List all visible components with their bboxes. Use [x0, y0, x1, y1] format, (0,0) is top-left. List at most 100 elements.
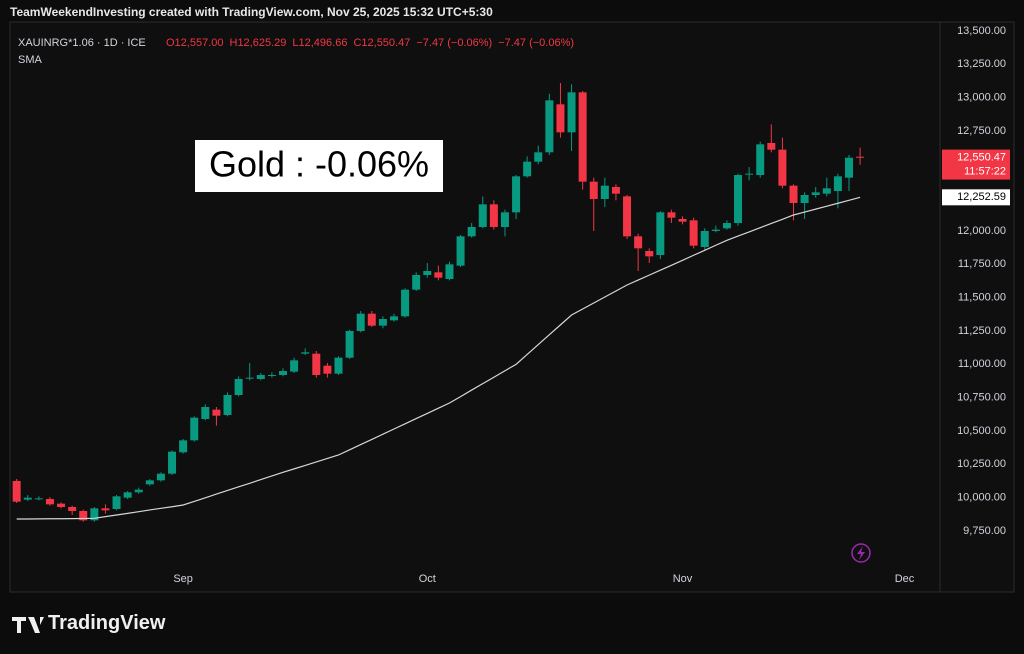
legend-value: C12,550.47	[353, 37, 410, 49]
candle-body	[134, 489, 143, 493]
y-tick-label: 11,500.00	[958, 292, 1006, 304]
legend-value: L12,496.66	[292, 37, 347, 49]
candle-body	[456, 236, 465, 266]
candle-body	[611, 187, 620, 194]
candle-body	[789, 185, 798, 203]
candle-body	[578, 92, 587, 182]
y-tick-label: 11,250.00	[958, 325, 1006, 337]
candle-body	[90, 508, 99, 521]
legend-indicator: SMA	[18, 54, 43, 66]
candle-body	[467, 227, 476, 237]
legend-value: −7.47 (−0.06%)	[416, 37, 492, 49]
annotation: Gold : -0.06%	[209, 144, 429, 185]
candle-body	[23, 497, 32, 500]
candle-body	[822, 188, 831, 194]
candle-body	[389, 316, 398, 321]
alert-icon-bolt	[857, 546, 865, 560]
countdown: 11:57:22	[964, 166, 1006, 178]
candle-body	[34, 498, 43, 500]
y-tick-label: 11,000.00	[958, 358, 1006, 370]
candle-body	[734, 175, 743, 223]
legend-value: H12,625.29	[230, 37, 287, 49]
annotation-box	[195, 140, 443, 192]
candle-body	[489, 204, 498, 227]
candle-body	[112, 496, 121, 509]
footer-brand: TradingView	[48, 612, 166, 634]
candle-body	[656, 212, 665, 255]
candle-body	[123, 492, 132, 498]
candle-body	[745, 173, 754, 175]
candle-body	[401, 289, 410, 317]
candle-body	[700, 231, 709, 247]
candle-body	[356, 313, 365, 331]
candle-body	[12, 481, 21, 502]
candle-body	[800, 195, 809, 203]
candle-body	[534, 152, 543, 162]
candle-body	[567, 92, 576, 133]
alert-icon[interactable]	[851, 543, 871, 563]
x-tick-label: Nov	[673, 573, 693, 585]
candle-body	[689, 220, 698, 246]
candle-body	[45, 499, 54, 505]
last-price-box	[942, 149, 1010, 180]
candle-body	[190, 417, 199, 441]
legend-value: O12,557.00	[166, 37, 224, 49]
candle-body	[290, 360, 299, 372]
candle-body	[234, 379, 243, 395]
candle-body	[334, 357, 343, 374]
candle-body	[722, 223, 731, 229]
candle-body	[856, 156, 865, 158]
y-tick-label: 13,250.00	[957, 58, 1006, 70]
candle-body	[367, 313, 376, 326]
candle-body	[168, 451, 177, 474]
candle-body	[101, 508, 110, 511]
candle-body	[423, 271, 432, 275]
sma-line	[16, 196, 861, 520]
candle-body	[68, 507, 77, 511]
legend-symbol: XAUINRG*1.06 · 1D · ICE	[18, 37, 146, 49]
y-tick-label: 10,750.00	[957, 392, 1006, 404]
candle-body	[345, 331, 354, 358]
candle-body	[156, 473, 165, 481]
candle-body	[412, 275, 421, 290]
y-tick-label: 9,750.00	[963, 525, 1006, 537]
y-tick-label: 10,000.00	[957, 492, 1006, 504]
candle-body	[445, 264, 454, 279]
y-tick-label: 10,500.00	[957, 425, 1006, 437]
x-tick-label: Sep	[173, 573, 193, 585]
candle-body	[667, 212, 676, 218]
legend-value: −7.47 (−0.06%)	[498, 37, 574, 49]
candle-body	[478, 204, 487, 227]
candle-body	[512, 176, 521, 213]
candle-body	[623, 196, 632, 237]
candle-body	[545, 100, 554, 153]
sma-last-label: 12,252.59	[957, 191, 1006, 203]
last-price-label: 12,550.47	[957, 152, 1006, 164]
candle-body	[711, 229, 720, 231]
header: TeamWeekendInvesting created with Tradin…	[10, 5, 493, 19]
candle-body	[634, 236, 643, 249]
x-tick-label: Oct	[419, 573, 436, 585]
candle-body	[778, 149, 787, 186]
candle-body	[500, 212, 509, 227]
sma-last-box	[942, 189, 1010, 206]
candle-body	[323, 365, 332, 374]
candle-body	[600, 185, 609, 199]
candle-body	[79, 511, 88, 521]
candle-body	[301, 352, 310, 354]
candle-body	[57, 503, 66, 507]
y-tick-label: 13,000.00	[957, 92, 1006, 104]
candle-body	[767, 143, 776, 150]
y-tick-label: 11,750.00	[958, 258, 1006, 270]
candle-body	[678, 219, 687, 222]
candle-body	[267, 375, 276, 376]
candle-body	[223, 395, 232, 415]
candle-body	[645, 251, 654, 257]
candle-body	[212, 409, 221, 416]
candle-body	[245, 377, 254, 379]
x-tick-label: Dec	[895, 573, 915, 585]
candle-body	[589, 181, 598, 199]
candle-body	[833, 176, 842, 191]
